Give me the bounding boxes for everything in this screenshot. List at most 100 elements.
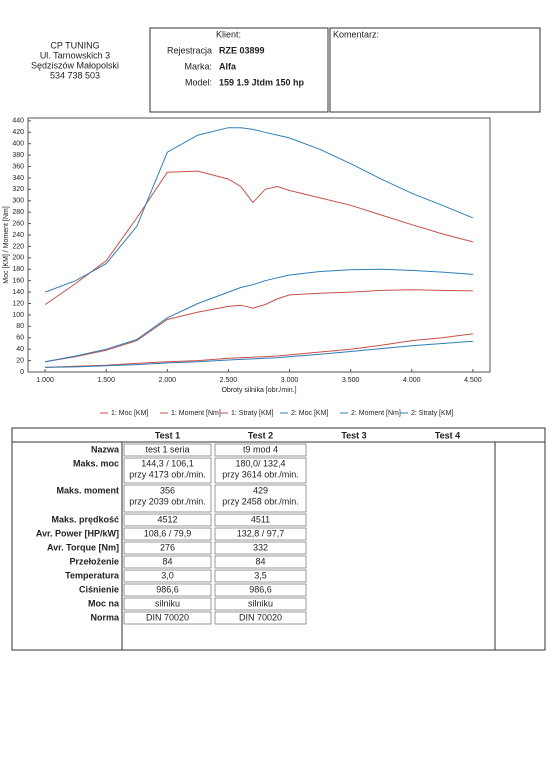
cell-text: t9 mod 4 [243,444,278,454]
cell-text: przy 2039 obr./min. [129,496,206,506]
row-label: Moc na [88,598,120,608]
row-label: Avr. Torque [Nm] [47,542,119,552]
cell-text: 356 [160,485,175,495]
series-line [45,340,473,368]
field-label: Rejestracja [167,45,212,55]
y-tick-label: 40 [16,346,24,353]
series-line [45,289,473,363]
cell [123,527,212,541]
column-header: Test 3 [341,430,366,440]
company-line: Sędziszów Małopolski [31,60,119,70]
company-line: Ul. Tarnowskich 3 [40,50,110,60]
cell [123,569,212,583]
legend-label: 1: Moc [KM] [111,410,148,417]
cell [214,527,307,541]
cell-text: 180,0/ 132,4 [235,458,285,468]
column-header: Test 1 [155,430,180,440]
cell [214,555,307,569]
x-tick-label: 3.000 [281,377,299,384]
cell-text: 986,6 [249,584,272,594]
plot-frame [27,117,491,373]
cell [214,513,307,527]
y-tick-label: 340 [12,175,24,182]
y-tick-label: 260 [12,220,24,227]
cell [123,484,212,513]
company-line: CP TUNING [50,40,99,50]
client-label: Klient: [216,29,241,39]
y-tick-label: 60 [16,335,24,342]
cell [123,611,212,625]
row-label: Maks. prędkość [51,514,119,524]
cell [123,583,212,597]
row-label: Maks. moc [73,458,119,468]
row-label: Avr. Power [HP/kW] [36,528,119,538]
y-tick-label: 200 [12,255,24,262]
field-value: Alfa [219,61,237,71]
cell-text: 276 [160,542,175,552]
x-tick-label: 3.500 [342,377,360,384]
field-value: RZE 03899 [219,45,265,55]
x-tick-label: 4.000 [403,377,421,384]
cell [123,513,212,527]
cell [214,583,307,597]
series-line [45,268,473,363]
cell-text: 4511 [251,514,270,524]
y-tick-label: 100 [12,312,24,319]
cell-text: przy 2458 obr./min. [222,496,299,506]
cell-text: DIN 70020 [239,612,282,622]
cell-text: 108,6 / 79,9 [144,528,192,538]
cell [214,484,307,513]
row-label: Przełożenie [69,556,119,566]
comment-label: Komentarz: [333,29,379,39]
column-header: Test 2 [248,430,273,440]
cell-text: przy 4173 obr./min. [129,469,206,479]
field-label: Model: [185,77,212,87]
cell [214,611,307,625]
comment-box [329,27,541,113]
row-label: Temperatura [65,570,120,580]
cell-text: 3,5 [254,570,267,580]
cell [123,443,212,457]
legend-label: 1: Straty [KM] [231,410,273,417]
x-tick-label: 1.500 [97,377,115,384]
cell-text: silniku [155,598,180,608]
client-box [149,27,329,113]
cell-text: 144,3 / 106,1 [141,458,194,468]
y-tick-label: 180 [12,266,24,273]
y-tick-label: 20 [16,357,24,364]
y-tick-label: 360 [12,163,24,170]
y-tick-label: 80 [16,323,24,330]
y-tick-label: 280 [12,209,24,216]
y-tick-label: 420 [12,129,24,136]
cell-text: 429 [253,485,268,495]
cell [123,457,212,484]
cell-text: DIN 70020 [146,612,189,622]
series-line [45,333,473,368]
y-tick-label: 240 [12,232,24,239]
cell [214,569,307,583]
row-label: Ciśnienie [79,584,119,594]
y-tick-label: 320 [12,186,24,193]
y-tick-label: 380 [12,152,24,159]
cell-text: 132,8 / 97,7 [237,528,285,538]
series-line [44,127,474,293]
y-axis-label: Moc [KM] / Moment [Nm] [3,206,10,283]
cell [214,541,307,555]
x-tick-label: 2.000 [159,377,177,384]
y-tick-label: 300 [12,198,24,205]
cell [123,597,212,611]
field-value: 159 1.9 Jtdm 150 hp [219,77,305,87]
x-tick-label: 2.500 [220,377,238,384]
cell [123,541,212,555]
x-axis-label: Obroty silnika [obr./min.] [221,387,296,394]
cell-text: 4512 [157,514,177,524]
cell [214,457,307,484]
legend-label: 2: Moc [KM] [291,410,328,417]
series-line [44,170,474,306]
cell [123,555,212,569]
legend-label: 2: Moment [Nm] [351,410,401,417]
x-tick-label: 1.000 [36,377,54,384]
legend-label: 1: Moment [Nm] [171,410,221,417]
y-tick-label: 0 [20,369,24,376]
